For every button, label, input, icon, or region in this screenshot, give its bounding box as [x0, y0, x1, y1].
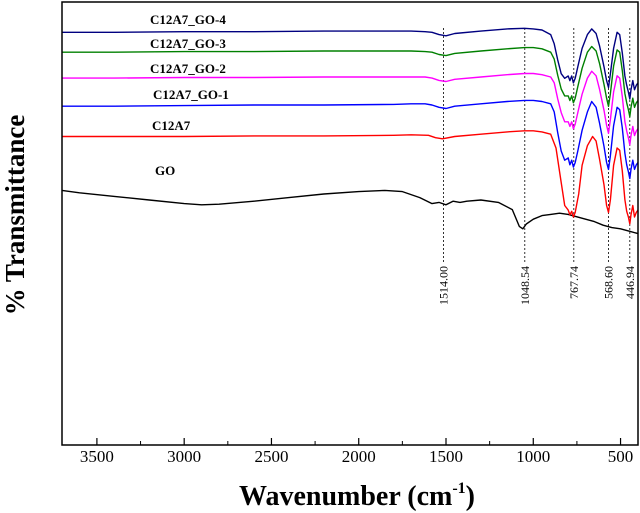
peak-label-2: 767.74	[567, 266, 581, 299]
series-label-c12a7_go-1: C12A7_GO-1	[153, 87, 229, 102]
peak-label-0: 1514.00	[437, 266, 451, 305]
x-tick-label-3000: 3000	[167, 447, 201, 466]
series-line-c12a7	[62, 130, 639, 225]
series-labels: GO C12A7 C12A7_GO-1 C12A7_GO-2 C12A7_GO-3 C12…	[150, 12, 229, 178]
x-tick-label-1000: 1000	[516, 447, 550, 466]
x-axis-title-sup: -1	[452, 480, 465, 497]
series-label-c12a7_go-3: C12A7_GO-3	[150, 36, 226, 51]
x-axis-ticks: 3500 3000 2500 2000 1500 1000 500	[80, 438, 633, 466]
peak-labels: 1514.00 1048.54 767.74 568.60 446.94	[437, 266, 637, 305]
peak-label-4: 446.94	[623, 266, 637, 299]
y-axis-title: % Transmittance	[0, 115, 30, 316]
peak-label-3: 568.60	[602, 266, 616, 299]
x-axis-title: Wavenumber (cm-1)	[239, 480, 475, 512]
x-axis-title-close: )	[466, 481, 475, 512]
series-line-c12a7_go-4	[62, 27, 639, 100]
series-label-c12a7_go-4: C12A7_GO-4	[150, 12, 226, 27]
x-tick-label-1500: 1500	[429, 447, 463, 466]
series-label-c12a7_go-2: C12A7_GO-2	[150, 61, 226, 76]
peak-reference-lines	[443, 28, 631, 262]
peak-label-1: 1048.54	[518, 266, 532, 305]
series-line-go	[61, 189, 639, 235]
x-tick-label-2500: 2500	[254, 447, 288, 466]
series-line-c12a7_go-2	[62, 70, 639, 146]
series-lines	[61, 27, 639, 235]
plot-frame	[61, 1, 639, 446]
series-line-c12a7_go-3	[62, 45, 639, 118]
series-label-go: GO	[155, 163, 175, 178]
series-line-c12a7_go-1	[62, 99, 639, 180]
x-tick-label-3500: 3500	[80, 447, 114, 466]
x-tick-label-2000: 2000	[342, 447, 376, 466]
x-axis-title-main: Wavenumber (cm	[239, 481, 452, 512]
series-label-c12a7: C12A7	[152, 118, 191, 133]
x-tick-label-500: 500	[608, 447, 634, 466]
